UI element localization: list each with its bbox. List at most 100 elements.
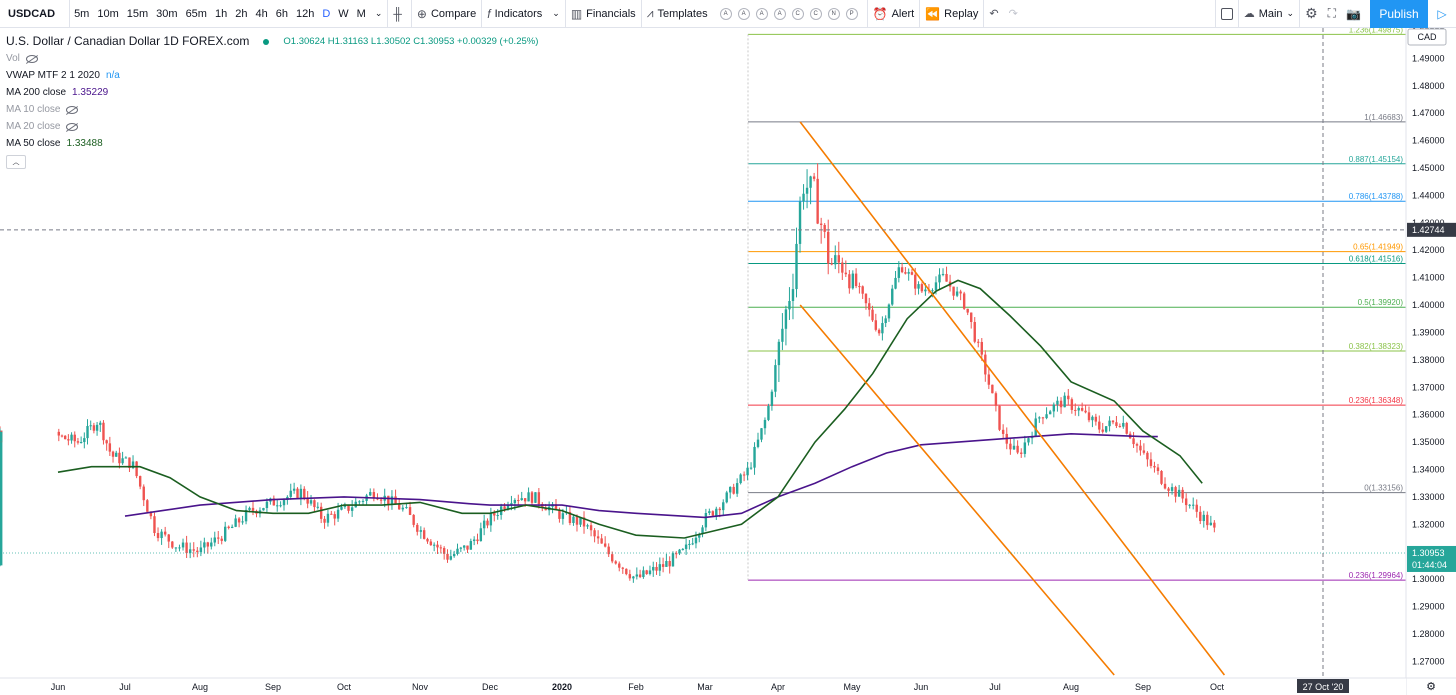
cloud-icon: ☁	[1243, 8, 1255, 20]
price-axis[interactable]: 1.500001.490001.480001.470001.460001.450…	[1405, 28, 1456, 695]
channel-lower-line[interactable]	[799, 304, 1115, 676]
candle-body	[479, 528, 483, 542]
candle-body	[237, 518, 241, 523]
candle-body	[489, 512, 493, 526]
candle-body	[1009, 443, 1012, 450]
price-tick-label: 1.28000	[1412, 629, 1445, 639]
fullscreen-button[interactable]: ⛶	[1323, 0, 1341, 28]
candle-body	[79, 442, 83, 444]
time-tick-label: Aug	[192, 682, 208, 692]
time-tick-label: Dec	[482, 682, 499, 692]
interval-12h[interactable]: 12h	[295, 7, 315, 20]
gear-icon[interactable]: ⚙	[1426, 681, 1436, 693]
candle-body	[614, 561, 617, 564]
candle-body	[188, 549, 192, 554]
rewind-icon: ⏪	[925, 6, 941, 21]
chart-type-button[interactable]: ╫	[388, 0, 411, 28]
price-tick-label: 1.27000	[1412, 656, 1445, 666]
interval-30m[interactable]: 30m	[156, 7, 178, 20]
symbol-title[interactable]: U.S. Dollar / Canadian Dollar 1D FOREX.c…	[6, 34, 250, 48]
candle-body	[665, 560, 668, 567]
hidden-eye-icon[interactable]	[66, 122, 79, 131]
template-shortcut-1[interactable]: A	[737, 7, 750, 20]
candle-body	[774, 365, 777, 392]
template-shortcut-6[interactable]: N	[827, 7, 840, 20]
time-axis[interactable]: Jun Jul Aug Sep Oct Nov Dec 2020 Feb Mar Apr May Jun…	[0, 677, 1456, 695]
candle-body	[874, 320, 878, 330]
candle-body	[419, 530, 423, 532]
financials-label: Financials	[586, 7, 636, 20]
time-tick-label: Aug	[1063, 682, 1079, 692]
candle-body	[698, 534, 701, 538]
interval-w[interactable]: W	[338, 7, 349, 20]
template-shortcut-5[interactable]: C	[809, 7, 822, 20]
interval-m[interactable]: M	[356, 7, 366, 20]
template-shortcut-3[interactable]: A	[773, 7, 786, 20]
interval-65m[interactable]: 65m	[185, 7, 207, 20]
currency-badge[interactable]	[1407, 28, 1447, 46]
layout-menu[interactable]: ☁ Main ⌄	[1239, 0, 1299, 28]
candle-body	[333, 514, 336, 519]
interval-5m[interactable]: 5m	[74, 7, 90, 20]
ma10-legend-row[interactable]: MA 10 close	[6, 101, 538, 118]
interval-10m[interactable]: 10m	[97, 7, 119, 20]
vol-legend-row[interactable]: Vol	[6, 50, 538, 67]
candle-body	[991, 384, 994, 394]
symbol-search[interactable]: USDCAD	[8, 7, 56, 20]
candle-body	[652, 566, 655, 571]
fullscreen-layout-button[interactable]	[1216, 0, 1238, 28]
financials-button[interactable]: ▥ Financials	[566, 0, 641, 28]
redo-button[interactable]: ↷	[1004, 0, 1023, 28]
candle-body	[486, 520, 489, 526]
compare-button[interactable]: ⊕ Compare	[412, 0, 481, 28]
template-shortcut-0[interactable]: A	[719, 7, 732, 20]
interval-d[interactable]: D	[322, 7, 331, 20]
template-shortcut-4[interactable]: C	[791, 7, 804, 20]
trend-channel[interactable]	[799, 121, 1226, 676]
candle-body	[871, 309, 874, 321]
channel-upper-line[interactable]	[799, 121, 1226, 676]
template-shortcut-2[interactable]: A	[755, 7, 768, 20]
alert-label: Alert	[891, 7, 915, 20]
play-button[interactable]: ▷	[1428, 0, 1456, 28]
interval-6h[interactable]: 6h	[275, 7, 288, 20]
fib-retracement[interactable]: 1.236(1.49875) 1(1.46683) 0.887(1.45154) 0.…	[747, 28, 1406, 581]
candle-body	[675, 553, 678, 555]
undo-button[interactable]: ↶	[984, 0, 1003, 28]
interval-dropdown[interactable]: ⌄	[370, 0, 388, 28]
ma200-legend-row[interactable]: MA 200 close 1.35229	[6, 84, 538, 101]
candle-body	[770, 391, 774, 406]
hidden-eye-icon[interactable]	[66, 105, 79, 114]
candle-body	[1213, 522, 1216, 528]
legend-collapse-button[interactable]: ︿	[6, 155, 26, 169]
candle-body	[897, 267, 901, 278]
candle-body	[648, 570, 652, 574]
interval-4h[interactable]: 4h	[255, 7, 268, 20]
candle-body	[582, 517, 586, 527]
templates-button[interactable]: ⩘ Templates	[642, 0, 713, 28]
ma20-legend-row[interactable]: MA 20 close	[6, 118, 538, 135]
candle-body	[1170, 487, 1174, 491]
publish-button[interactable]: Publish	[1370, 0, 1428, 28]
vol-label: Vol	[6, 53, 20, 64]
indicators-label: Indicators	[494, 7, 543, 20]
indicators-button[interactable]: f Indicators ⌄	[482, 0, 565, 28]
replay-button[interactable]: ⏪ Replay	[920, 0, 983, 28]
price-chart[interactable]: 1.236(1.49875) 1(1.46683) 0.887(1.45154) 0.…	[0, 28, 1456, 695]
template-shortcut-7[interactable]: P	[845, 7, 858, 20]
vwap-legend-row[interactable]: VWAP MTF 2 1 2020 n/a	[6, 67, 538, 84]
candle-body	[1142, 450, 1146, 453]
candle-body	[749, 467, 753, 469]
interval-1h[interactable]: 1h	[214, 7, 228, 20]
interval-2h[interactable]: 2h	[235, 7, 248, 20]
function-icon: f	[487, 6, 491, 21]
snapshot-button[interactable]: 📷	[1341, 0, 1366, 28]
candle-body	[1045, 414, 1048, 419]
settings-button[interactable]: ⚙	[1300, 0, 1323, 28]
alert-button[interactable]: ⏰ Alert	[868, 0, 920, 28]
hidden-eye-icon[interactable]	[25, 54, 38, 63]
candle-body	[67, 439, 70, 441]
market-status-dot	[263, 38, 270, 45]
interval-15m[interactable]: 15m	[126, 7, 149, 20]
ma50-legend-row[interactable]: MA 50 close 1.33488	[6, 135, 538, 152]
